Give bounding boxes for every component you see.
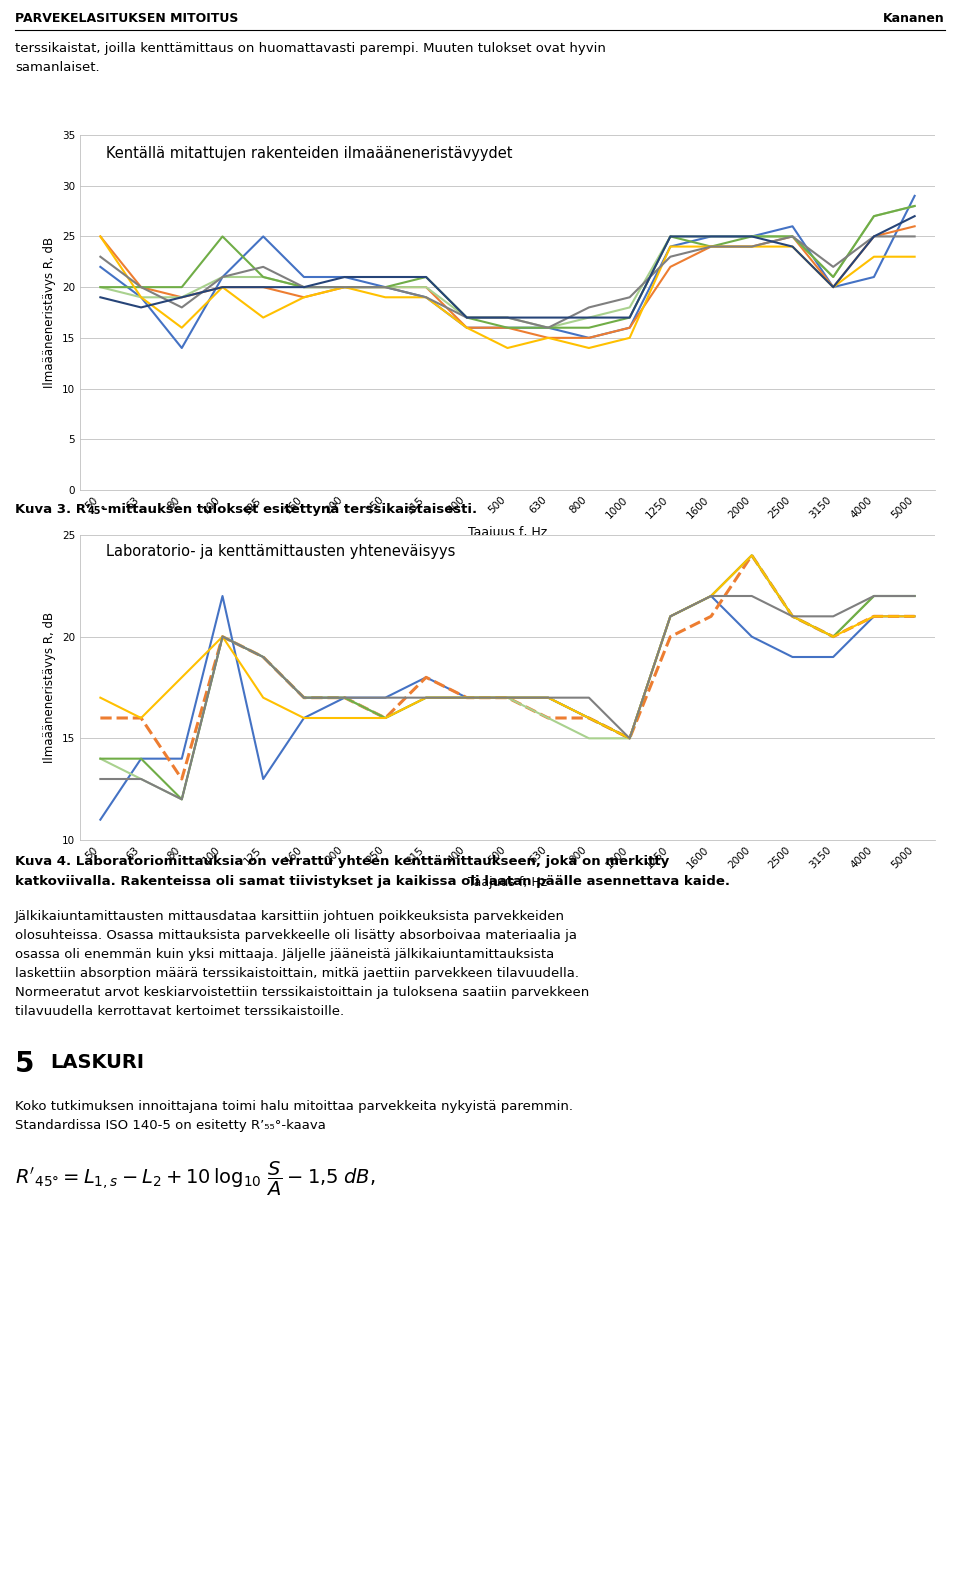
Y-axis label: Ilmaääneneristävys R, dB: Ilmaääneneristävys R, dB xyxy=(43,237,57,387)
Text: olosuhteissa. Osassa mittauksista parvekkeelle oli lisätty absorboivaa materiaal: olosuhteissa. Osassa mittauksista parvek… xyxy=(15,930,577,942)
Text: Laboratorio- ja kenttämittausten yhteneväisyys: Laboratorio- ja kenttämittausten yhtenev… xyxy=(106,544,455,560)
Text: tilavuudella kerrottavat kertoimet terssikaistoille.: tilavuudella kerrottavat kertoimet terss… xyxy=(15,1006,344,1018)
Y-axis label: Ilmaääneneristävys R, dB: Ilmaääneneristävys R, dB xyxy=(43,612,57,764)
Text: Kuva 4. Laboratoriomittauksia on verrattu yhteen kenttämittaukseen, joka on merk: Kuva 4. Laboratoriomittauksia on verratt… xyxy=(15,855,669,868)
Text: 45°: 45° xyxy=(88,506,107,515)
Text: Normeeratut arvot keskiarvoistettiin terssikaistoittain ja tuloksena saatiin par: Normeeratut arvot keskiarvoistettiin ter… xyxy=(15,987,589,999)
Text: -mittauksen tulokset esitettynä terssikaistaisesti.: -mittauksen tulokset esitettynä terssika… xyxy=(102,503,477,515)
Text: LASKURI: LASKURI xyxy=(50,1053,144,1072)
Text: Kananen: Kananen xyxy=(883,13,945,25)
X-axis label: Taajuus f, Hz: Taajuus f, Hz xyxy=(468,876,547,889)
Text: 5: 5 xyxy=(15,1050,35,1078)
Text: $R'_{45°} = L_{1,s} - L_2 + 10\,\log_{10}\,\dfrac{S}{A} - 1{,}5\;dB,$: $R'_{45°} = L_{1,s} - L_2 + 10\,\log_{10… xyxy=(15,1160,375,1198)
Text: Kentällä mitattujen rakenteiden ilmaääneneristävyydet: Kentällä mitattujen rakenteiden ilmaääne… xyxy=(106,145,512,161)
Text: osassa oli enemmän kuin yksi mittaaja. Jäljelle jääneistä jälkikaiuntamittauksis: osassa oli enemmän kuin yksi mittaaja. J… xyxy=(15,949,554,961)
Text: Jälkikaiuntamittausten mittausdataa karsittiin johtuen poikkeuksista parvekkeide: Jälkikaiuntamittausten mittausdataa kars… xyxy=(15,911,565,923)
Text: laskettiin absorption määrä terssikaistoittain, mitkä jaettiin parvekkeen tilavu: laskettiin absorption määrä terssikaisto… xyxy=(15,968,579,980)
Text: PARVEKELASITUKSEN MITOITUS: PARVEKELASITUKSEN MITOITUS xyxy=(15,13,238,25)
Text: Kuva 3. R’: Kuva 3. R’ xyxy=(15,503,91,515)
Text: terssikaistat, joilla kenttämittaus on huomattavasti parempi. Muuten tulokset ov: terssikaistat, joilla kenttämittaus on h… xyxy=(15,43,606,74)
Text: Standardissa ISO 140-5 on esitetty R’₅₅°-kaava: Standardissa ISO 140-5 on esitetty R’₅₅°… xyxy=(15,1119,325,1132)
Text: katkoviivalla. Rakenteissa oli samat tiivistykset ja kaikissa oli laatan päälle : katkoviivalla. Rakenteissa oli samat tii… xyxy=(15,874,730,889)
X-axis label: Taajuus f, Hz: Taajuus f, Hz xyxy=(468,526,547,539)
Text: Koko tutkimuksen innoittajana toimi halu mitoittaa parvekkeita nykyistä paremmin: Koko tutkimuksen innoittajana toimi halu… xyxy=(15,1100,573,1113)
